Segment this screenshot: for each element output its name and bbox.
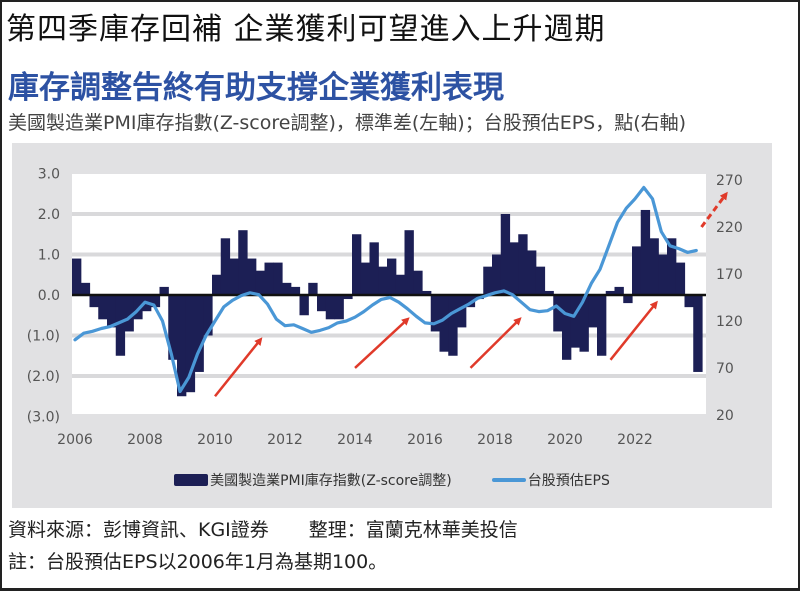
chart-title: 庫存調整告終有助支撐企業獲利表現 — [8, 70, 504, 106]
right-axis: 270 220 170 120 70 20 — [716, 173, 743, 424]
svg-text:2020: 2020 — [547, 432, 583, 448]
svg-text:2.0: 2.0 — [38, 207, 60, 223]
svg-text:3.0: 3.0 — [38, 167, 60, 183]
left-axis: 3.0 2.0 1.0 0.0 (1.0) (2.0) (3.0) — [27, 167, 60, 426]
svg-text:2006: 2006 — [57, 432, 93, 448]
svg-text:(1.0): (1.0) — [27, 329, 60, 345]
svg-text:220: 220 — [716, 220, 743, 236]
line-swatch-icon — [491, 478, 526, 482]
page-title: 第四季庫存回補 企業獲利可望進入上升週期 — [6, 12, 606, 47]
legend-label-eps: 台股預估EPS — [527, 473, 610, 489]
svg-text:70: 70 — [716, 361, 734, 377]
svg-text:120: 120 — [716, 314, 743, 330]
svg-text:2010: 2010 — [197, 432, 233, 448]
svg-text:(3.0): (3.0) — [27, 410, 60, 426]
svg-text:2022: 2022 — [617, 432, 653, 448]
svg-text:270: 270 — [716, 173, 743, 189]
svg-text:1.0: 1.0 — [38, 248, 60, 264]
svg-text:0.0: 0.0 — [38, 288, 60, 304]
svg-text:(2.0): (2.0) — [27, 369, 60, 385]
pmi-inventory-bars — [72, 209, 703, 397]
legend-item-pmi: 美國製造業PMI庫存指數(Z-score調整) — [174, 470, 452, 490]
svg-text:170: 170 — [716, 267, 743, 283]
svg-text:2016: 2016 — [407, 432, 443, 448]
svg-text:2014: 2014 — [337, 432, 373, 448]
svg-text:2008: 2008 — [127, 432, 163, 448]
footnote: 註：台股預估EPS以2006年1月為基期100。 — [8, 551, 388, 573]
svg-text:20: 20 — [716, 408, 734, 424]
trend-arrows — [214, 191, 728, 398]
chart-description: 美國製造業PMI庫存指數(Z-score調整)，標準差(左軸)；台股預估EPS，… — [8, 112, 687, 134]
legend-label-pmi: 美國製造業PMI庫存指數(Z-score調整) — [210, 473, 452, 489]
svg-text:2018: 2018 — [477, 432, 513, 448]
source-line: 資料來源：彭博資訊、KGI證券 整理：富蘭克林華美投信 — [8, 515, 518, 542]
chart-legend: 美國製造業PMI庫存指數(Z-score調整) 台股預估EPS — [0, 465, 784, 495]
eps-line — [73, 185, 698, 394]
x-axis: 2006 2008 2010 2012 2014 2016 2018 2020 2022 — [57, 432, 653, 448]
svg-text:2012: 2012 — [267, 432, 303, 448]
bar-swatch-icon — [174, 474, 209, 486]
legend-item-eps: 台股預估EPS — [491, 470, 610, 490]
data-source: 資料來源：彭博資訊、KGI證券 — [8, 519, 269, 541]
compiled-by: 整理：富蘭克林華美投信 — [308, 519, 518, 541]
